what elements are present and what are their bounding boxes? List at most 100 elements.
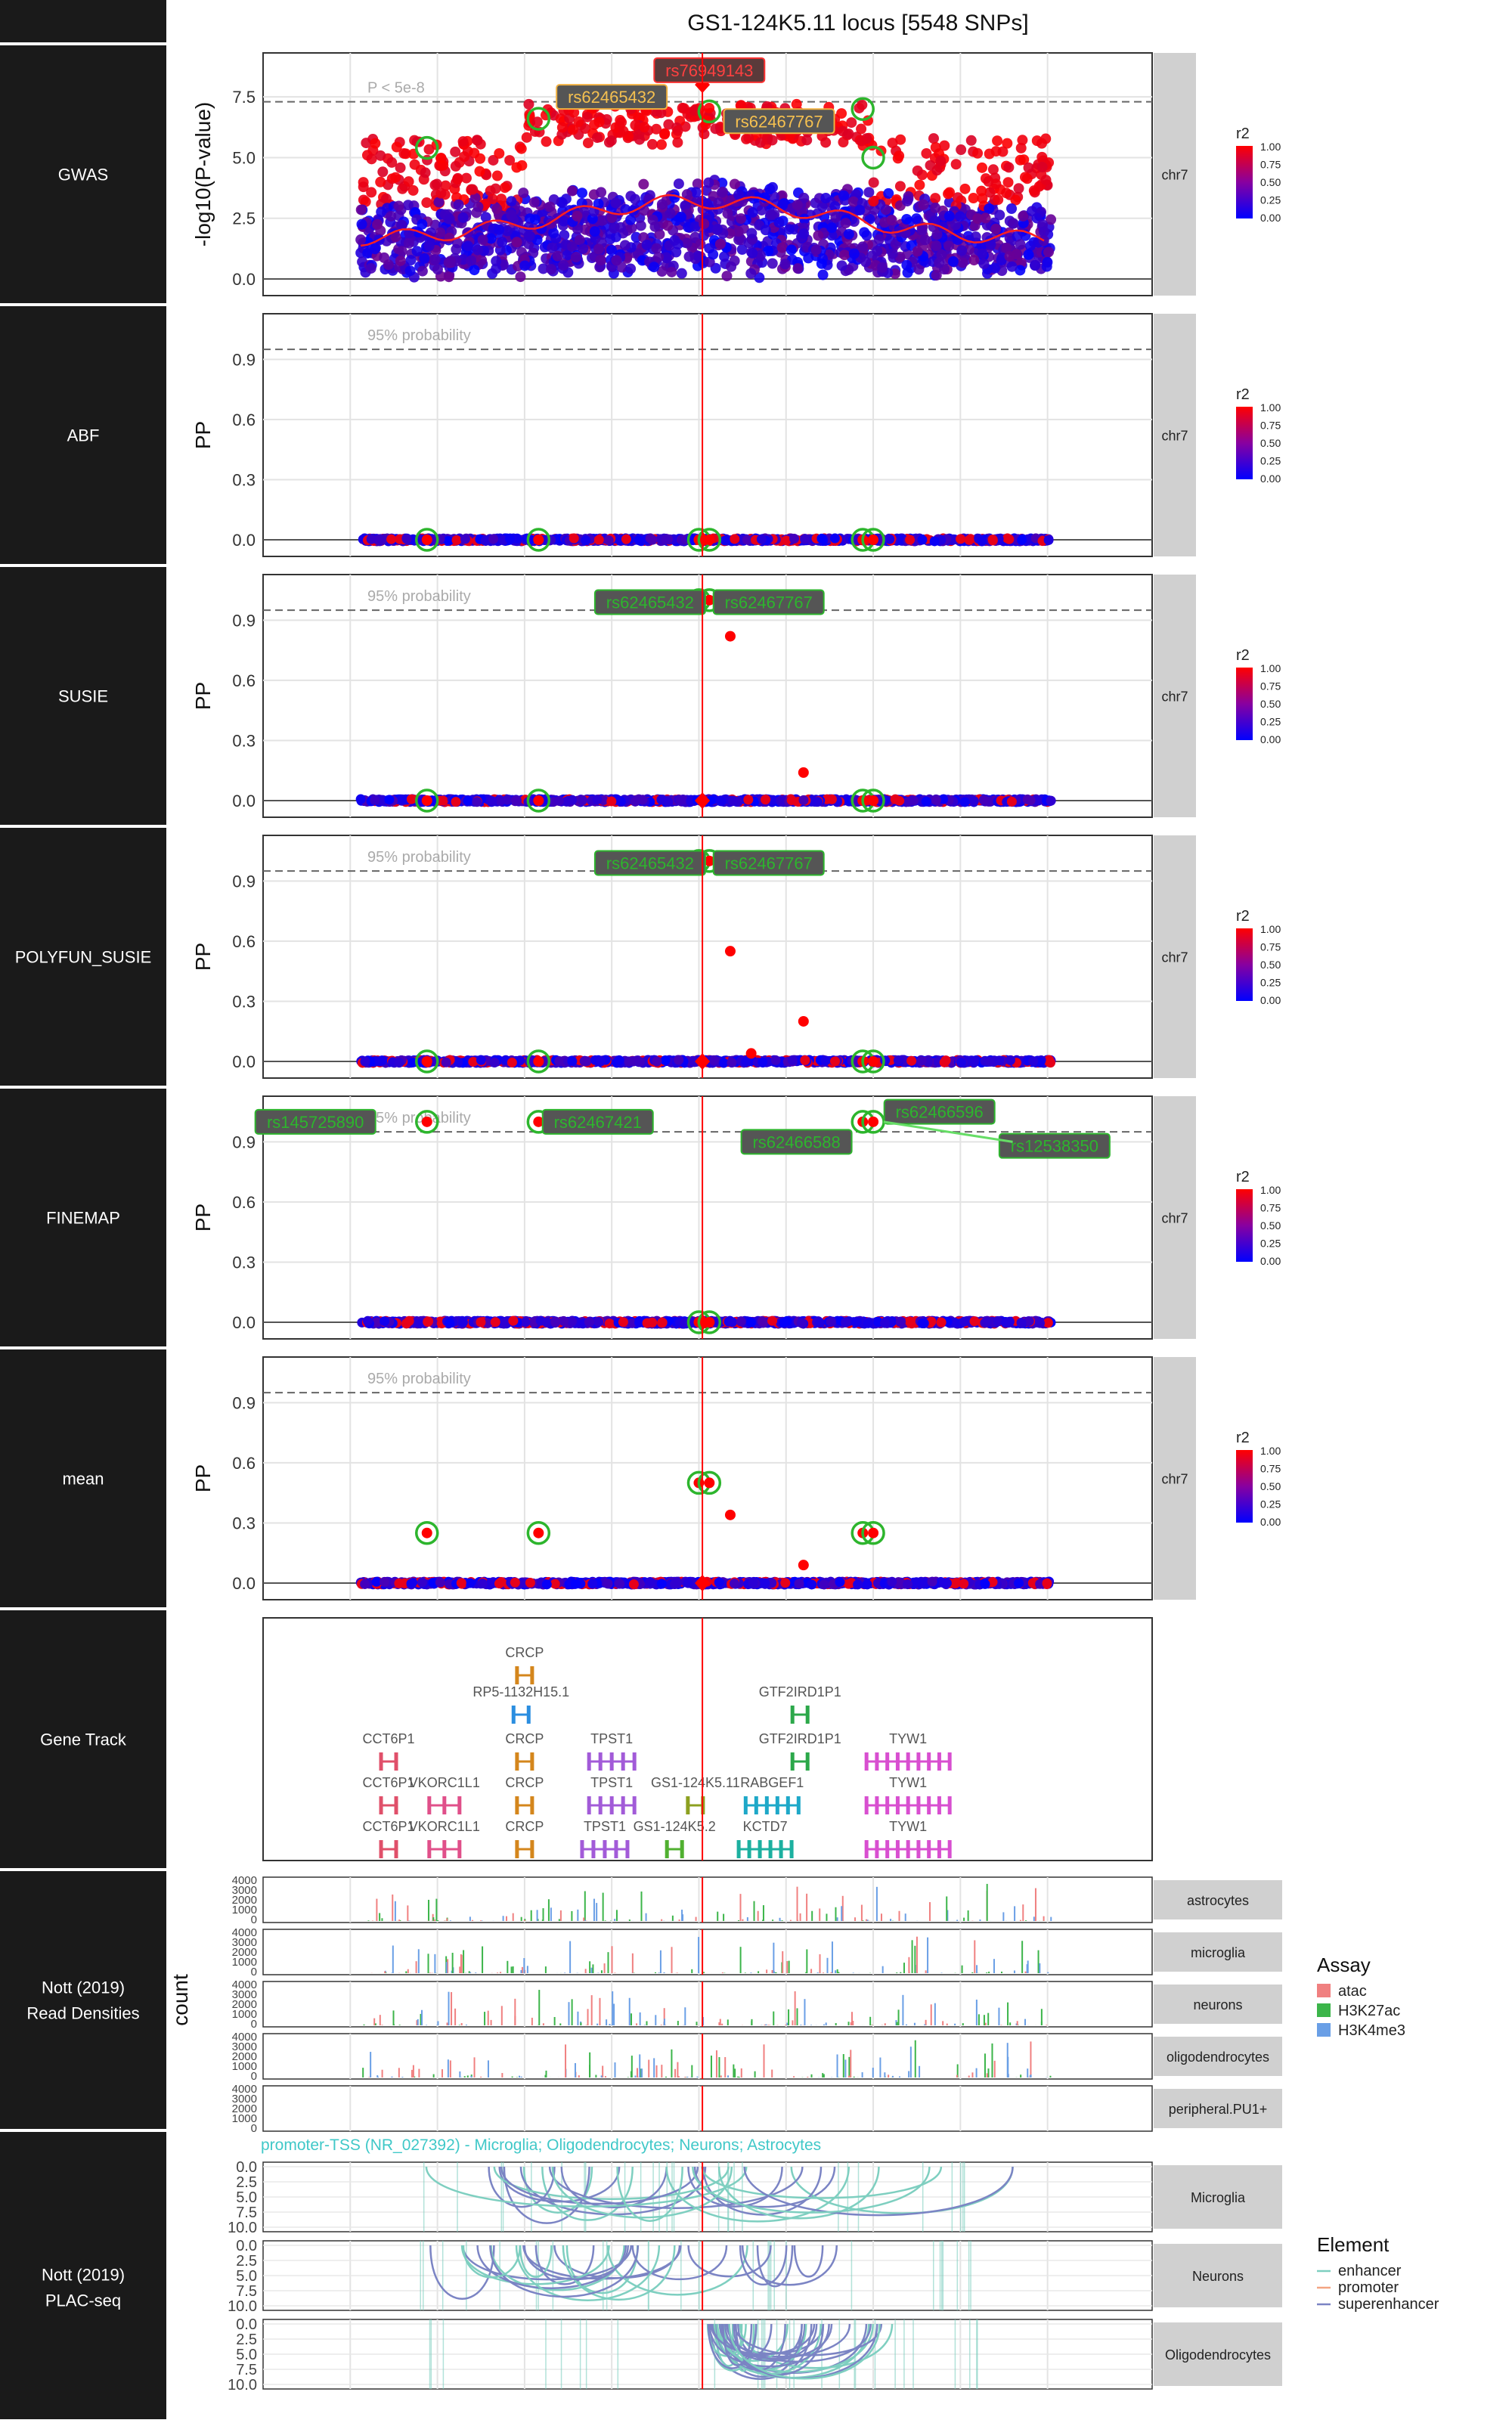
snp-point [635,1057,645,1067]
panel-polyfun_susie-credset-point [868,1056,878,1067]
snp-point [1023,795,1033,804]
snp-point [1028,1056,1038,1066]
panel-polyfun_susie-strip-label: chr7 [1161,950,1188,965]
panel-abf-strip-label: chr7 [1161,429,1188,444]
snp-point [779,259,790,269]
snp-point [1004,534,1014,544]
snp-point [1003,162,1014,172]
snp-point [476,1055,486,1065]
snp-point [553,251,563,262]
snp-point [444,233,454,243]
panel-finemap-y-tick: 0.9 [232,1132,256,1151]
snp-point [529,197,540,208]
snp-point [615,222,626,233]
snp-point [784,224,795,234]
snp-point [638,179,649,190]
snp-point [366,263,376,274]
snp-point [1006,203,1017,214]
snp-point [582,112,593,122]
panel-polyfun_susie-legend-tick: 0.75 [1260,941,1281,953]
snp-point [673,125,683,136]
panel-abf-text: ABF [67,426,100,445]
snp-point [516,144,527,154]
snp-point [435,228,445,238]
snp-point [494,148,504,159]
snp-point [410,160,420,170]
snp-point [1024,249,1034,260]
snp-point [472,797,482,807]
snp-point [634,135,645,145]
snp-point [372,219,383,230]
snp-point [943,240,954,251]
snp-point [997,147,1008,157]
snp-point [830,534,840,544]
snp-point [393,200,404,211]
snp-point [355,234,366,245]
snp-point [532,116,543,127]
panel-polyfun_susie-y-tick: 0.0 [232,1052,256,1071]
snp-point [960,184,971,194]
snp-point [745,268,756,279]
panel-susie-strip-label: chr7 [1161,689,1188,705]
snp-point [940,1058,950,1067]
snp-point [569,534,579,544]
snp-point [891,795,900,804]
snp-point [1018,211,1028,222]
panel-finemap-y-tick: 0.6 [232,1193,256,1212]
snp-point [901,260,912,271]
snp-point [1044,535,1054,545]
snp-point [770,1055,780,1065]
panel-polyfun_susie-credset-point [533,1056,544,1067]
snp-point [500,182,510,193]
snp-point [1005,1055,1015,1065]
snp-point [708,249,718,260]
snp-point [911,213,922,224]
snp-point [1001,187,1012,198]
panel-susie-snp-label: rs62467767 [725,593,813,612]
snp-point [827,795,837,804]
snp-point [757,534,767,544]
snp-point [497,237,507,247]
snp-point [1041,175,1052,185]
snp-point [402,534,412,544]
snp-point [813,231,823,241]
snp-point [377,1055,387,1065]
snp-point [541,136,552,147]
snp-point [357,219,367,230]
panel-abf-y-tick: 0.9 [232,350,256,369]
snp-point [472,202,483,212]
snp-point [699,218,709,229]
snp-point [869,177,879,187]
snp-point [386,211,396,222]
snp-point [841,218,851,228]
snp-point [375,150,386,161]
panel-finemap-y-label: PP [191,1204,215,1232]
snp-point [888,138,898,148]
snp-point [930,536,940,546]
snp-point [580,1056,590,1066]
snp-point [474,166,485,177]
snp-point [816,534,826,544]
panel-susie-pp-point [798,767,809,778]
snp-point [656,139,667,150]
panel-finemap-frame [263,1096,1152,1339]
snp-point [567,186,578,197]
snp-point [545,202,556,212]
snp-point [969,796,979,806]
snp-point [460,534,470,544]
snp-point [590,226,600,237]
snp-point [631,797,640,807]
panel-polyfun_susie-snp-label: rs62465432 [606,854,694,873]
snp-point [463,240,473,251]
snp-point [968,1057,978,1067]
snp-point [518,187,528,198]
snp-point [435,153,446,163]
snp-point [405,265,416,276]
panel-gwas-legend-bar [1236,146,1253,218]
snp-point [417,219,427,230]
snp-point [836,108,847,119]
snp-point [826,222,837,233]
snp-point [761,795,770,804]
panel-abf-legend-tick: 0.00 [1260,473,1281,485]
snp-point [994,209,1005,220]
